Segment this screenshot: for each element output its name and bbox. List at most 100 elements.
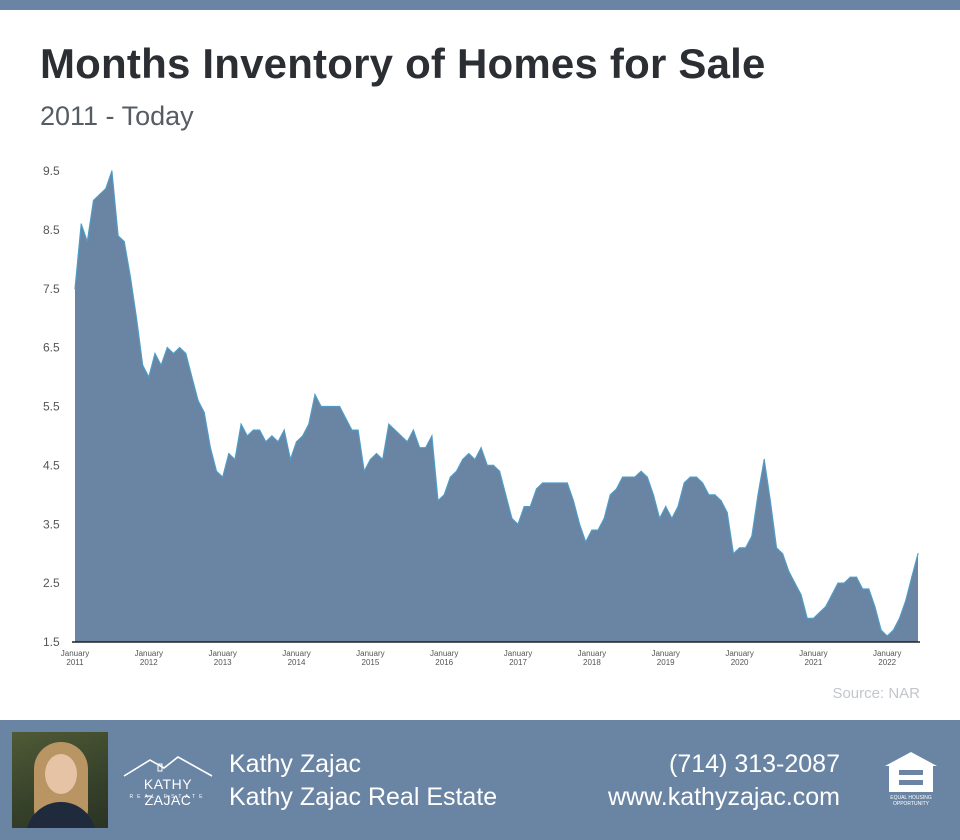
- data-point: [425, 447, 427, 449]
- data-point: [117, 235, 119, 237]
- y-tick-label: 2.5: [43, 576, 60, 590]
- data-point: [892, 629, 895, 631]
- data-point: [726, 511, 728, 514]
- data-point: [375, 453, 378, 455]
- y-axis-ticks: 1.5 2.5 3.5 4.5 5.5 6.5 7.5 8.5 9.5: [43, 164, 60, 649]
- data-point: [886, 635, 888, 637]
- equal-housing-opportunity-icon: EQUAL HOUSING OPPORTUNITY: [881, 750, 941, 810]
- data-point: [437, 500, 439, 502]
- y-tick-label: 8.5: [43, 223, 60, 237]
- x-tick-month: January: [873, 649, 901, 658]
- data-point: [683, 482, 685, 484]
- x-tick-year: 2022: [878, 658, 896, 667]
- x-tick-month: January: [282, 649, 310, 658]
- footer-bar: KATHY ZAJAC REAL ESTATE Kathy Zajac Kath…: [0, 720, 960, 840]
- data-point: [880, 629, 882, 631]
- data-point: [652, 494, 655, 496]
- data-point: [314, 394, 316, 396]
- data-point: [302, 435, 304, 437]
- data-point: [757, 494, 759, 496]
- x-tick-year: 2011: [66, 658, 84, 667]
- data-point: [295, 441, 298, 443]
- data-point: [369, 458, 371, 461]
- x-tick-year: 2020: [731, 658, 749, 667]
- x-tick-year: 2018: [583, 658, 601, 667]
- data-point: [154, 352, 156, 355]
- data-point: [431, 435, 433, 437]
- data-point: [812, 617, 815, 619]
- data-point: [234, 458, 236, 461]
- data-point: [825, 606, 827, 608]
- data-point: [529, 506, 531, 508]
- data-point: [597, 529, 599, 531]
- data-point: [505, 494, 507, 496]
- inventory-line: [74, 170, 919, 637]
- data-point: [388, 423, 390, 425]
- data-point: [775, 547, 778, 549]
- data-point: [554, 482, 556, 484]
- data-point: [382, 458, 384, 461]
- data-point: [271, 435, 273, 437]
- data-point: [462, 458, 464, 461]
- data-point: [486, 464, 488, 466]
- data-point: [228, 453, 230, 455]
- data-point: [492, 464, 494, 466]
- data-point: [665, 506, 667, 508]
- data-point: [702, 482, 704, 484]
- data-point: [265, 441, 267, 443]
- data-point: [609, 494, 611, 496]
- agent-name: Kathy Zajac: [229, 750, 362, 778]
- data-point: [160, 364, 162, 366]
- data-point: [123, 241, 125, 243]
- data-point: [591, 529, 593, 531]
- x-tick-month: January: [578, 649, 606, 658]
- x-tick-month: January: [504, 649, 532, 658]
- area-series: [72, 170, 920, 643]
- data-point: [474, 458, 476, 461]
- data-point: [677, 506, 679, 508]
- data-point: [400, 435, 402, 437]
- x-tick-month: January: [725, 649, 753, 658]
- agent-company: Kathy Zajac Real Estate: [229, 783, 498, 811]
- data-point: [794, 582, 796, 584]
- agent-website-link[interactable]: www.kathyzajac.com: [607, 783, 840, 811]
- agent-photo: [12, 732, 108, 828]
- data-point: [849, 576, 851, 578]
- x-tick-year: 2013: [214, 658, 232, 667]
- logo-subtext: REAL ESTATE: [129, 794, 207, 800]
- x-axis-ticks: January2011January2012January2013January…: [61, 649, 902, 667]
- agent-phone[interactable]: (714) 313-2087: [669, 750, 840, 778]
- data-point: [197, 400, 199, 402]
- data-point: [179, 347, 181, 349]
- data-point: [689, 476, 691, 478]
- data-point: [499, 470, 501, 472]
- data-point: [443, 494, 445, 496]
- data-point: [357, 429, 359, 431]
- data-point: [659, 517, 661, 519]
- data-point: [320, 405, 322, 408]
- data-point: [560, 482, 562, 484]
- data-point: [412, 429, 414, 431]
- page-title: Months Inventory of Homes for Sale: [40, 40, 766, 87]
- data-point: [172, 352, 175, 355]
- data-point: [308, 423, 310, 425]
- data-point: [351, 429, 353, 431]
- eho-label: EQUAL HOUSING OPPORTUNITY: [890, 795, 932, 807]
- data-point: [259, 429, 261, 431]
- data-point: [129, 276, 131, 278]
- data-point: [252, 429, 254, 431]
- data-point: [769, 500, 771, 502]
- data-point: [763, 458, 765, 461]
- x-tick-year: 2015: [362, 658, 380, 667]
- x-tick-year: 2014: [288, 658, 306, 667]
- data-point: [449, 476, 451, 478]
- data-point: [148, 376, 150, 378]
- data-point: [74, 288, 76, 290]
- data-point: [640, 470, 642, 472]
- data-point: [394, 429, 396, 431]
- data-point: [572, 500, 575, 502]
- top-accent-bar: [0, 0, 960, 10]
- data-point: [86, 241, 88, 243]
- data-point: [135, 317, 138, 319]
- data-point: [480, 447, 482, 449]
